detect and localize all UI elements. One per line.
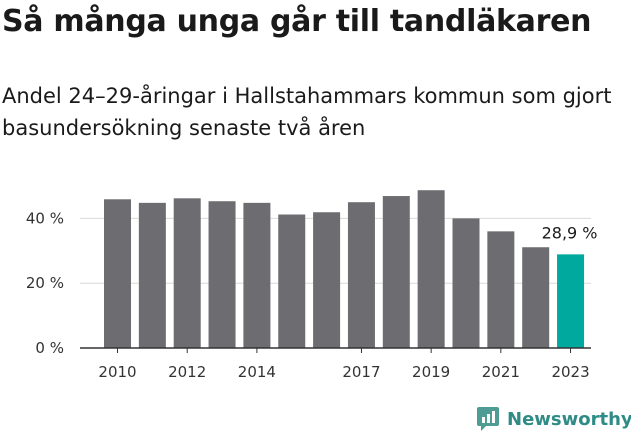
chart-subtitle: Andel 24–29-åringar i Hallstahammars kom… — [2, 84, 612, 140]
bar-2023 — [557, 254, 585, 348]
bar-2021 — [487, 231, 515, 348]
bar-2010 — [104, 199, 131, 348]
bar-2015 — [278, 214, 306, 348]
bar-2018 — [382, 196, 410, 348]
bar-2016 — [313, 212, 341, 348]
x-tick-label: 2021 — [482, 363, 520, 381]
newsworthy-logo: Newsworthy — [476, 406, 631, 432]
bar-2022 — [522, 247, 550, 348]
chart-title: Så många unga går till tandläkaren — [2, 4, 592, 39]
bar-2017 — [347, 202, 375, 348]
bar-2012 — [173, 198, 201, 348]
bar-2014 — [243, 202, 271, 348]
x-tick-label: 2010 — [98, 363, 136, 381]
y-tick-label: 40 % — [26, 209, 64, 227]
data-label-2023: 28,9 % — [542, 223, 598, 242]
brand-name: Newsworthy — [507, 408, 631, 430]
x-tick-label: 2012 — [168, 363, 206, 381]
y-tick-label: 20 % — [26, 274, 64, 292]
y-tick-label: 0 % — [35, 339, 64, 357]
bar-2013 — [208, 201, 236, 348]
bar-2011 — [138, 202, 166, 348]
newsworthy-logo-icon — [477, 407, 499, 431]
x-tick-label: 2017 — [342, 363, 380, 381]
x-tick-label: 2019 — [412, 363, 450, 381]
bar-2019 — [417, 190, 445, 348]
x-tick-label: 2014 — [238, 363, 276, 381]
bar-2020 — [452, 218, 480, 348]
x-tick-label: 2023 — [551, 363, 589, 381]
